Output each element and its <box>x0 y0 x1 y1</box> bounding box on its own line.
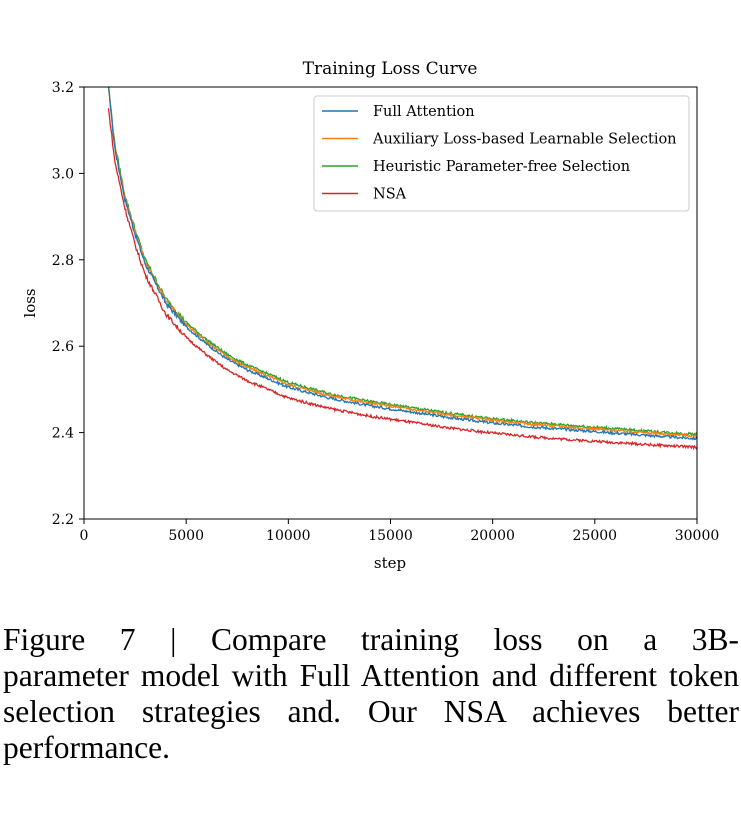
legend-label: Full Attention <box>373 104 475 120</box>
y-tick-label: 2.4 <box>52 426 74 442</box>
x-tick-label: 5000 <box>168 528 204 544</box>
training-loss-chart: Training Loss Curve 0 5000 10000 15000 20000… <box>21 59 720 572</box>
series-line-full-attention <box>108 87 697 441</box>
x-tick-label: 20000 <box>470 528 515 544</box>
chart-title: Training Loss Curve <box>303 59 478 79</box>
legend-label: Heuristic Parameter-free Selection <box>373 159 630 175</box>
y-axis-label: loss <box>21 288 39 317</box>
caption-first-line: Figure 7 | Compare training loss on a 3B… <box>3 622 739 657</box>
y-tick-label: 3.0 <box>52 166 74 182</box>
x-axis-label: step <box>374 554 406 572</box>
legend-label: NSA <box>373 187 407 203</box>
x-tick-label: 25000 <box>573 528 618 544</box>
x-tick-label: 30000 <box>675 528 720 544</box>
caption-body: parameter model with Full Attention and … <box>3 658 739 765</box>
figure-caption: Figure 7 | Compare training loss on a 3B… <box>3 622 739 766</box>
x-tick-label: 15000 <box>368 528 413 544</box>
x-tick-label: 10000 <box>266 528 311 544</box>
legend: Full Attention Auxiliary Loss-based Learn… <box>313 95 690 212</box>
legend-box <box>313 95 690 212</box>
y-tick-label: 3.2 <box>52 80 74 96</box>
x-tick-label: 0 <box>80 528 89 544</box>
y-tick-label: 2.8 <box>52 253 74 269</box>
legend-label: Auxiliary Loss-based Learnable Selection <box>372 132 677 148</box>
y-tick-label: 2.2 <box>52 512 74 528</box>
series-line-nsa <box>107 108 697 451</box>
y-tick-label: 2.6 <box>52 339 74 355</box>
